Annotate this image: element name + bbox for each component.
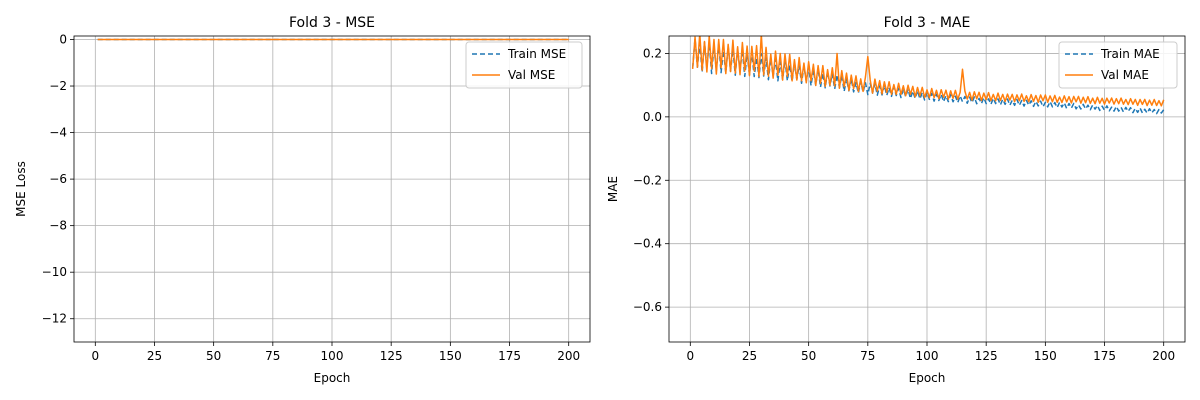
mae-chart-title: Fold 3 - MAE: [884, 15, 971, 31]
mse-y-axis-label: MSE Loss: [14, 161, 28, 217]
mse-x-tick-label: 150: [439, 349, 462, 363]
mae-chart: Fold 3 - MAE 0 25 50 75 100 125 150 175 200 0.20…: [606, 15, 1186, 385]
mae-x-tick-label: 0: [686, 349, 694, 363]
mae-y-tick-label: −0.4: [633, 237, 662, 251]
mse-x-tick-label: 50: [206, 349, 221, 363]
mse-y-tick-label: −12: [42, 312, 67, 326]
mse-x-tick-label: 200: [557, 349, 580, 363]
mae-x-tick-label: 125: [975, 349, 998, 363]
mae-x-ticks: 0 25 50 75 100 125 150 175 200: [686, 342, 1175, 363]
mse-y-ticks: 0 −2 −4 −6 −8 −10 −12: [42, 32, 74, 326]
mae-y-ticks: 0.2 0.0 −0.2 −0.4 −0.6: [633, 46, 669, 314]
mse-y-tick-label: −2: [49, 79, 67, 93]
mse-x-tick-label: 100: [321, 349, 344, 363]
mae-series-val-line: [691, 36, 1165, 107]
mse-y-tick-label: −10: [42, 265, 67, 279]
mse-y-tick-label: −4: [49, 126, 67, 140]
mse-x-tick-label: 125: [380, 349, 403, 363]
mse-x-tick-label: 75: [265, 349, 280, 363]
mae-legend-val-label: Val MAE: [1101, 68, 1149, 82]
mae-x-tick-label: 150: [1034, 349, 1057, 363]
mae-x-tick-label: 75: [860, 349, 875, 363]
mae-series: [691, 36, 1165, 115]
mae-y-tick-label: −0.6: [633, 300, 662, 314]
mse-x-tick-label: 175: [498, 349, 521, 363]
mae-x-tick-label: 100: [916, 349, 939, 363]
mse-chart-title: Fold 3 - MSE: [289, 15, 375, 31]
mae-legend-box: [1058, 41, 1178, 89]
mae-legend: Train MAE Val MAE: [1058, 41, 1178, 89]
mae-y-axis-label: MAE: [606, 176, 620, 202]
mse-legend-box: [465, 41, 583, 89]
mse-legend-train-label: Train MSE: [507, 47, 566, 61]
mae-x-tick-label: 50: [801, 349, 816, 363]
mse-x-tick-label: 0: [91, 349, 99, 363]
mae-x-axis-label: Epoch: [909, 371, 946, 385]
mae-x-tick-label: 175: [1093, 349, 1116, 363]
mse-x-axis-label: Epoch: [314, 371, 351, 385]
mae-y-tick-label: 0.2: [643, 46, 662, 60]
mse-y-tick-label: −8: [49, 219, 67, 233]
mae-x-tick-label: 200: [1152, 349, 1175, 363]
mse-y-tick-label: −6: [49, 172, 67, 186]
mae-y-tick-label: −0.2: [633, 173, 662, 187]
mse-y-tick-label: 0: [59, 32, 67, 46]
mse-x-tick-label: 25: [147, 349, 162, 363]
mse-chart: Fold 3 - MSE 0 25 50 75 100 125 150 175 200 0 −2 −…: [14, 15, 591, 385]
mae-y-tick-label: 0.0: [643, 110, 662, 124]
mse-x-ticks: 0 25 50 75 100 125 150 175 200: [91, 342, 580, 363]
mse-legend-val-label: Val MSE: [508, 68, 555, 82]
mae-x-tick-label: 25: [742, 349, 757, 363]
mse-legend: Train MSE Val MSE: [465, 41, 583, 89]
mae-legend-train-label: Train MAE: [1100, 47, 1160, 61]
